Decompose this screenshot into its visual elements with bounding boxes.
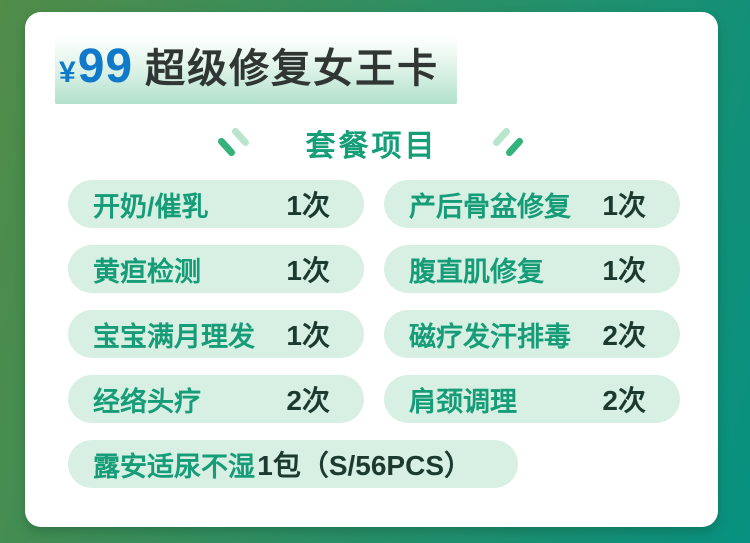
package-item-count: 1次 [602, 255, 646, 286]
title-highlight: ¥ 99 超级修复女王卡 [55, 30, 458, 104]
package-item-count: 2次 [286, 385, 330, 416]
package-item-label: 产后骨盆修复 [409, 191, 571, 222]
card-title: 超级修复女王卡 [145, 47, 440, 91]
package-item-count: 1次 [286, 190, 330, 221]
package-item: 宝宝满月理发 1次 [68, 310, 364, 358]
package-item: 腹直肌修复 1次 [384, 245, 680, 293]
package-item-label: 经络头疗 [93, 386, 201, 417]
package-item-label: 腹直肌修复 [409, 256, 544, 287]
package-item: 肩颈调理 2次 [384, 375, 680, 423]
package-item-count: 2次 [602, 320, 646, 351]
double-slash-left-icon [216, 124, 254, 162]
package-item-label: 露安适尿不湿 [93, 451, 255, 482]
package-item-label: 开奶/催乳 [93, 191, 209, 222]
package-item-label: 宝宝满月理发 [93, 321, 255, 352]
package-item: 开奶/催乳 1次 [68, 180, 364, 228]
package-item-label: 黄疸检测 [93, 256, 201, 287]
section-title: 套餐项目 [305, 130, 438, 163]
double-slash-right-icon [490, 124, 526, 162]
package-item-label: 磁疗发汗排毒 [409, 321, 571, 352]
package-grid: 开奶/催乳 1次 产后骨盆修复 1次 黄疸检测 1次 腹直肌修复 1次 宝宝满月理发 1次 磁疗发汗… [68, 180, 684, 488]
package-item: 磁疗发汗排毒 2次 [384, 310, 680, 358]
price-value: 99 [77, 40, 134, 93]
package-item-count: 1次 [602, 190, 646, 221]
package-item-count: 1次 [286, 320, 330, 351]
package-item: 露安适尿不湿 1包（S/56PCS） [68, 440, 518, 488]
price-currency: ¥ [59, 56, 76, 89]
promo-card: ¥ 99 超级修复女王卡 套餐项目 开奶/催乳 1次 产后骨盆修复 1次 黄疸检测 1次腹… [25, 12, 718, 527]
package-item-count: 2次 [602, 385, 646, 416]
section-header: 套餐项目 [25, 120, 718, 166]
package-item-count: 1包（S/56PCS） [257, 450, 472, 481]
package-item: 黄疸检测 1次 [68, 245, 364, 293]
package-item: 产后骨盆修复 1次 [384, 180, 680, 228]
package-item: 经络头疗 2次 [68, 375, 364, 423]
package-item-count: 1次 [286, 255, 330, 286]
card-header: ¥ 99 超级修复女王卡 [55, 30, 458, 104]
package-item-label: 肩颈调理 [409, 386, 517, 417]
